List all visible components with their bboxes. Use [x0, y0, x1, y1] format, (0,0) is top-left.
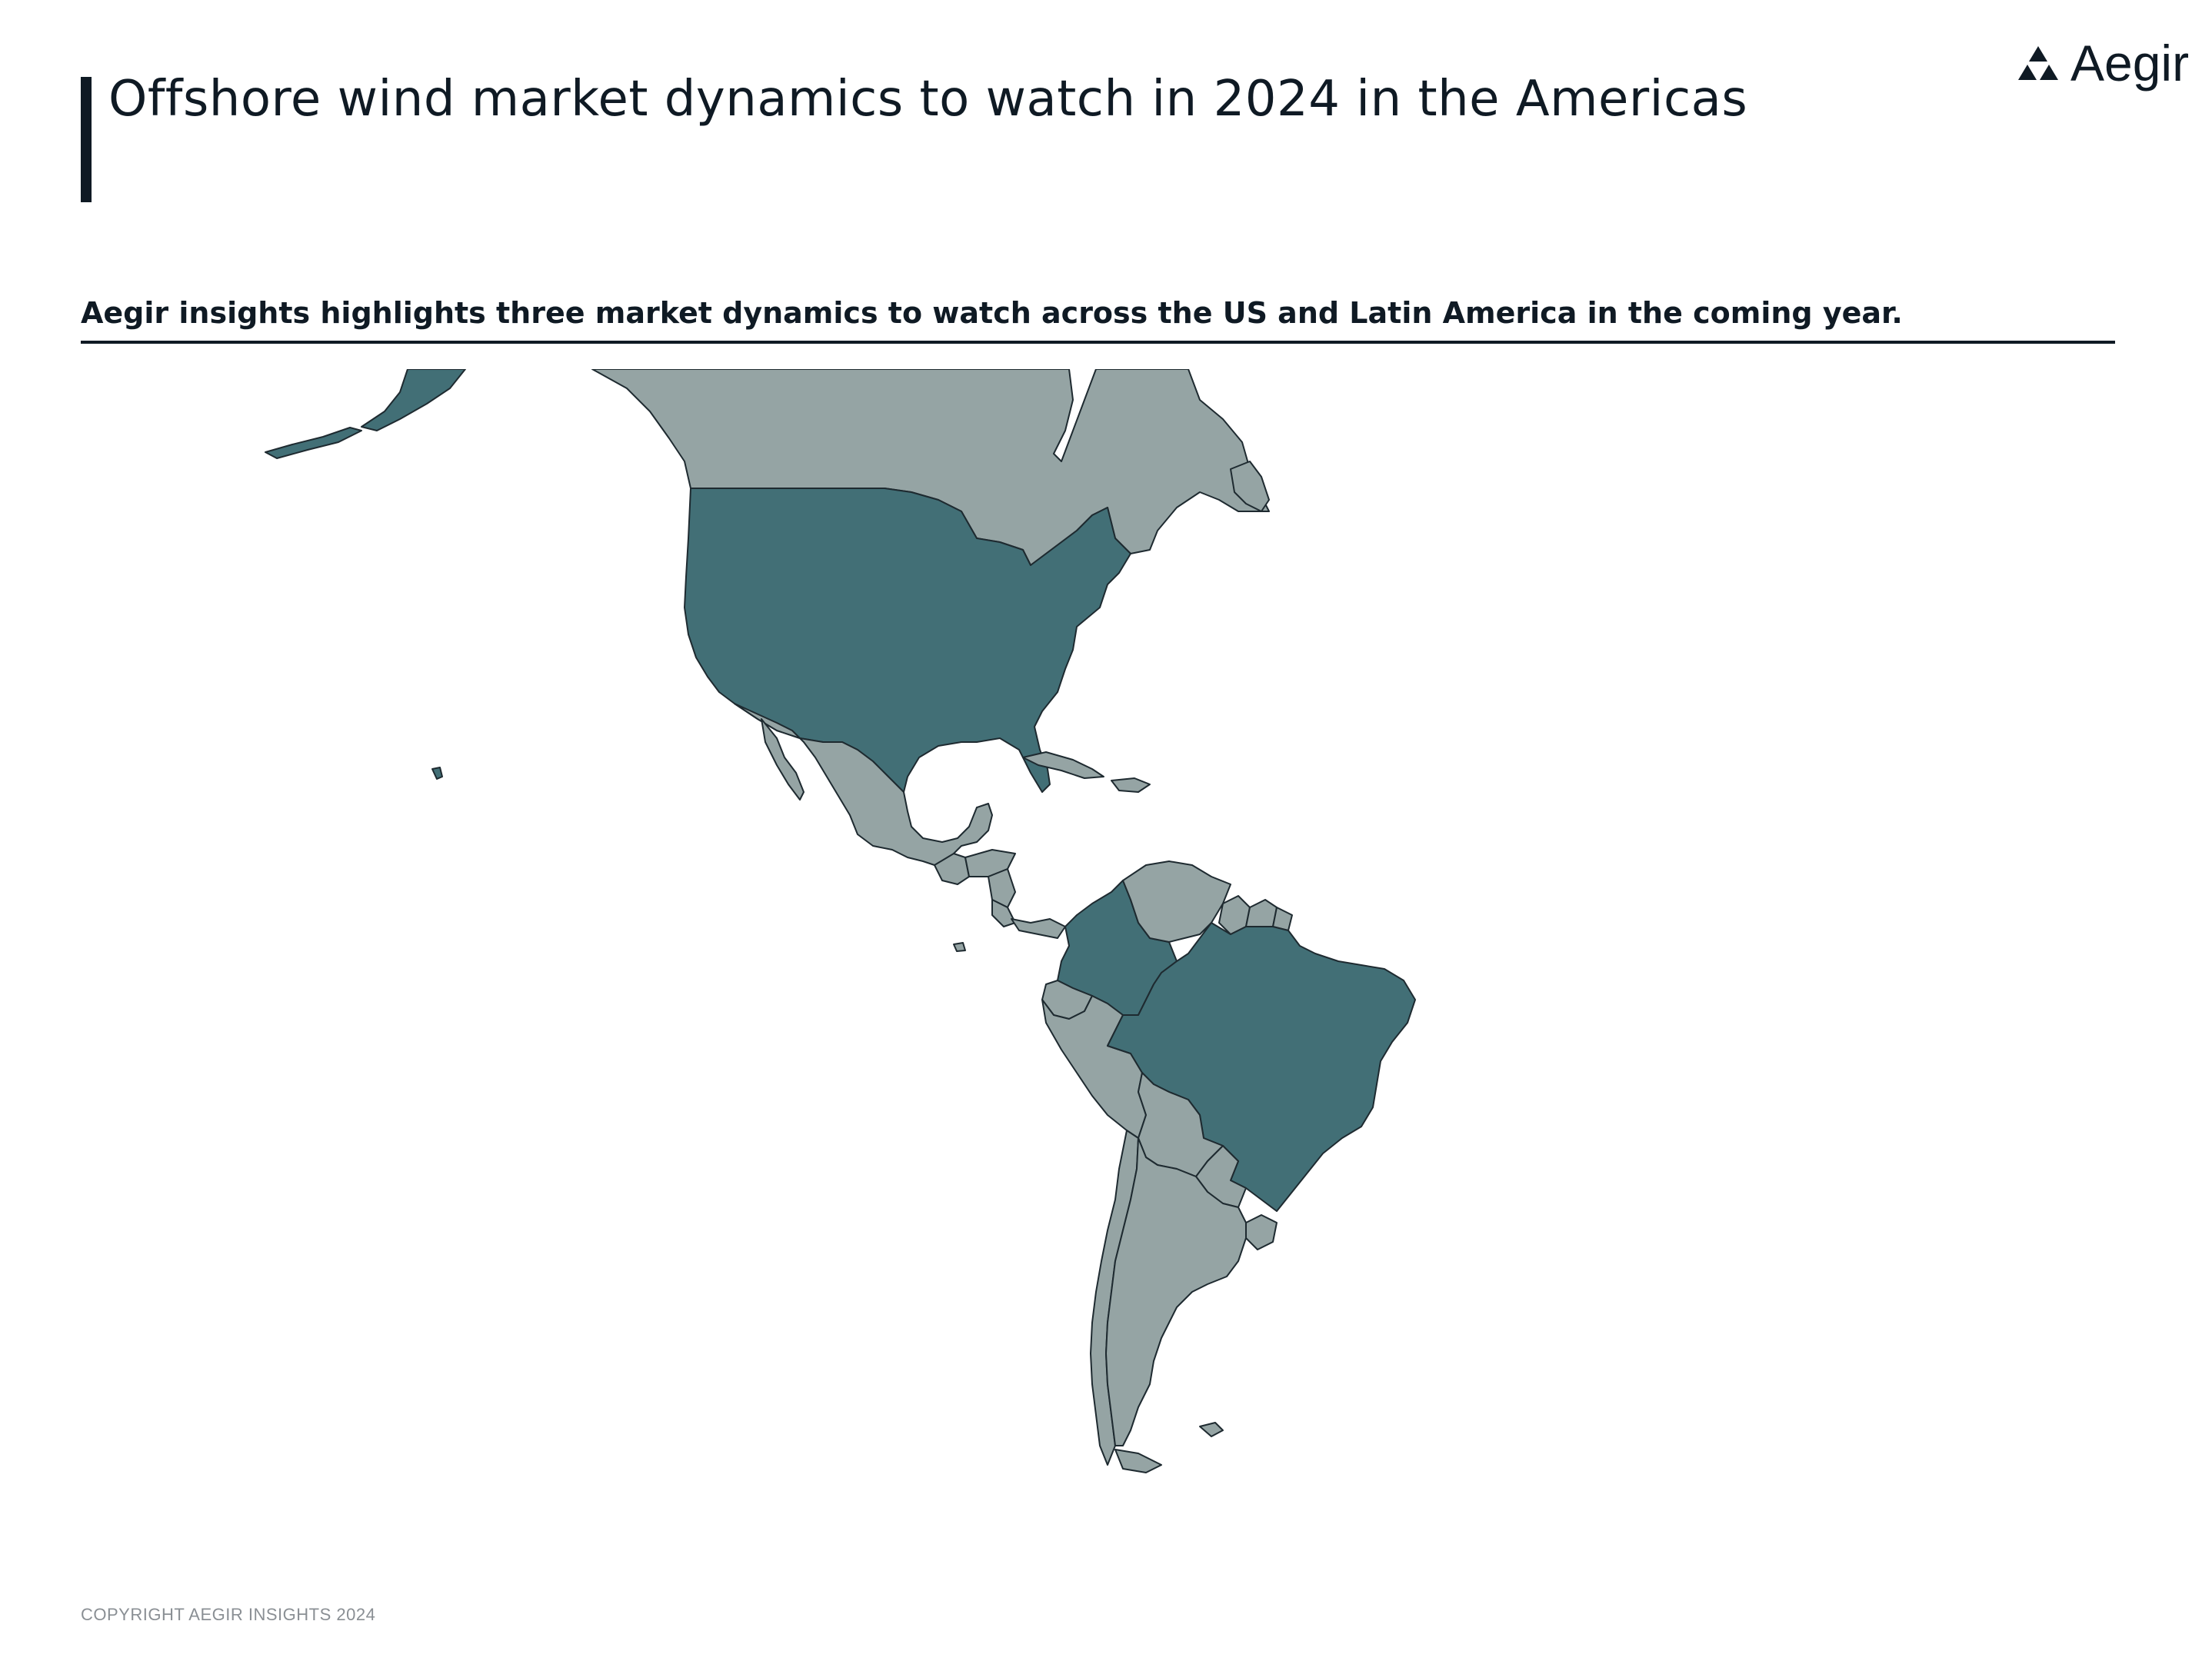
island-tierra-del-fuego — [1114, 1449, 1162, 1473]
americas-map — [265, 369, 1416, 1473]
country-nicaragua[interactable] — [988, 868, 1016, 908]
island-falklands — [1199, 1422, 1224, 1437]
island-galapagos — [953, 942, 966, 952]
aegir-triangles-icon — [2018, 46, 2058, 80]
page-subtitle: Aegir insights highlights three market d… — [81, 296, 1903, 330]
country-uruguay[interactable] — [1245, 1214, 1278, 1250]
country-aleutians — [265, 427, 362, 459]
logo-text: Aegir — [2070, 35, 2190, 92]
subtitle-divider — [81, 341, 2115, 344]
country-panama[interactable] — [1011, 918, 1066, 939]
region-baja-california — [761, 718, 805, 801]
copyright-text: COPYRIGHT AEGIR INSIGHTS 2024 — [81, 1605, 376, 1624]
island-hawaii — [431, 767, 443, 780]
island-newfoundland — [1230, 461, 1270, 512]
country-costa-rica[interactable] — [991, 899, 1016, 927]
country-argentina[interactable] — [1105, 1137, 1247, 1446]
country-mexico[interactable] — [734, 703, 993, 870]
country-alaska[interactable] — [361, 369, 466, 431]
title-accent-bar — [81, 77, 92, 202]
island-hispaniola — [1111, 777, 1151, 793]
page-title: Offshore wind market dynamics to watch i… — [108, 71, 1748, 128]
aegir-logo: Aegir — [2017, 34, 2189, 92]
country-cuba[interactable] — [1022, 751, 1104, 779]
